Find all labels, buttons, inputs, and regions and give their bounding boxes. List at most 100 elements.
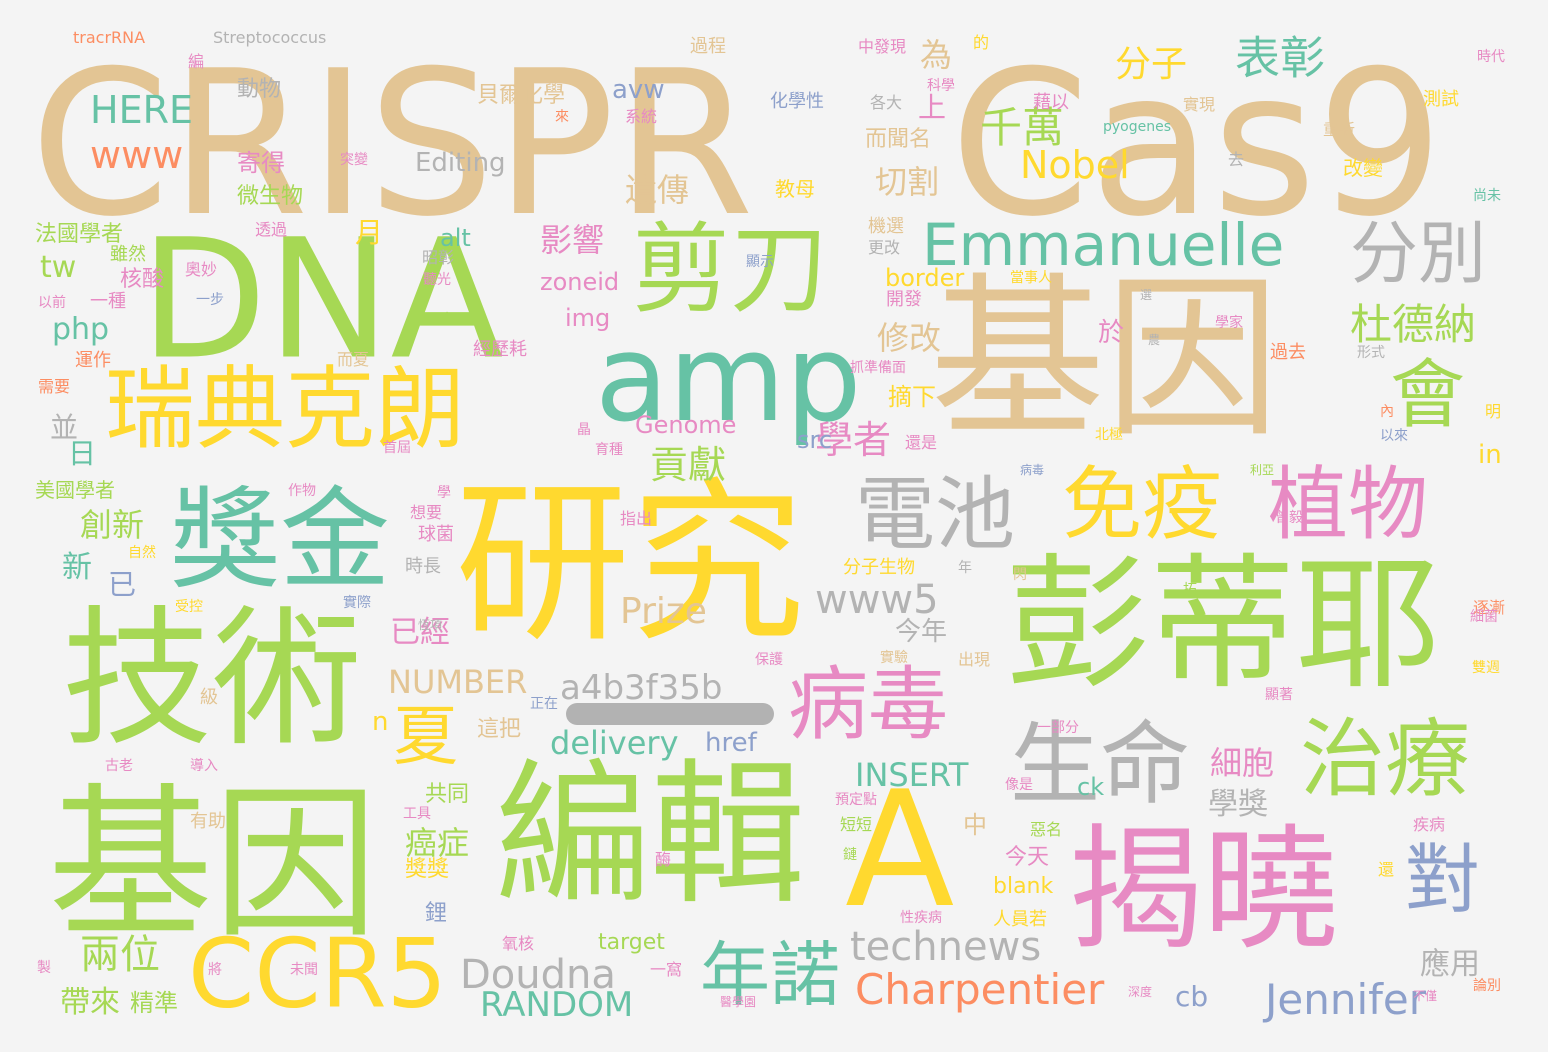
word-jennifer: Jennifer xyxy=(1265,975,1427,1024)
word-jingzhun: 精準 xyxy=(130,989,178,1017)
word-shiji: 實際 xyxy=(343,595,371,611)
word-beiguan: 貝爾化學 xyxy=(477,83,566,108)
word-duanduan: 短短 xyxy=(840,815,873,834)
word-yichuan: 遺傳 xyxy=(625,171,690,209)
word-www: www xyxy=(90,133,184,177)
word-xiangshi: 像是 xyxy=(1005,777,1033,793)
word-yiqian: 以前 xyxy=(38,295,66,311)
word-gulao: 古老 xyxy=(105,758,133,774)
word-img: img xyxy=(565,304,611,332)
word-buzhi: 不僅 xyxy=(1413,989,1438,1003)
word-dangshi: 當事人 xyxy=(1010,270,1052,286)
word-genggai: 更改 xyxy=(868,238,901,257)
word-zhuzhun: 抓準備面 xyxy=(850,360,906,376)
word-in: in xyxy=(1478,440,1502,470)
word-zhuliu: 聽光 xyxy=(423,272,451,288)
word-tuo: 拓 xyxy=(1183,582,1197,598)
word-dailai: 帶來 xyxy=(60,985,120,1020)
word-ermingming: 而聞名 xyxy=(865,127,932,152)
word-ji: 級 xyxy=(200,687,218,708)
word-here: HERE xyxy=(90,88,193,132)
word-shengdu: 深度 xyxy=(1128,985,1153,999)
word-number: NUMBER xyxy=(388,663,528,701)
word-lunbie: 論別 xyxy=(1473,978,1501,994)
word-dudena: 杜德納 xyxy=(1350,300,1477,349)
word-geda: 各大 xyxy=(870,93,903,112)
word-xia: 夏 xyxy=(393,699,459,775)
word-editing: Editing xyxy=(415,148,506,178)
word-meiguo: 美國學者 xyxy=(35,478,115,502)
word-zhaixia: 摘下 xyxy=(888,383,936,411)
word-yue: 月 xyxy=(355,216,384,249)
word-faguo: 法國學者 xyxy=(35,222,124,247)
word-yixue: 醫學園 xyxy=(720,995,757,1009)
word-amp: amp xyxy=(595,310,862,449)
word-haishi: 還是 xyxy=(905,433,938,452)
word-shidai: 時代 xyxy=(1477,49,1505,65)
word-ck: ck xyxy=(1077,773,1105,801)
word-shengming: 生命 xyxy=(1010,712,1190,817)
word-www5: www5 xyxy=(815,577,939,623)
word-crispr: CRISPR xyxy=(30,28,755,261)
word-xingshi: 形式 xyxy=(1357,345,1385,361)
word-yijing: 已經 xyxy=(390,615,450,650)
word-huaxing: 化學性 xyxy=(770,91,824,112)
word-dailai2: 雙週 xyxy=(1472,660,1500,676)
word-bian: 編 xyxy=(188,52,205,71)
word-yibufen: 一部分 xyxy=(1037,720,1079,736)
word-gongtong: 共同 xyxy=(425,782,470,807)
word-xianshi: 顯示 xyxy=(746,254,774,270)
word-zhaoying: 昭彰 xyxy=(422,248,455,267)
word-chongxin: 重新 xyxy=(1323,120,1356,139)
word-ruidian: 瑞典克朗 xyxy=(105,357,465,462)
word-blank: blank xyxy=(993,874,1054,899)
word-aomiao: 奧妙 xyxy=(185,260,218,279)
word-zhiwu: 植物 xyxy=(1268,458,1428,551)
word-bianji: 編輯 xyxy=(495,744,805,926)
word-chuangxin: 創新 xyxy=(80,506,145,544)
word-src: src xyxy=(797,426,833,454)
word-technews: technews xyxy=(850,924,1042,970)
word-qianwan: 千萬 xyxy=(980,103,1065,152)
word-wei: 為 xyxy=(920,36,953,74)
word-insert: INSERT xyxy=(855,756,969,794)
word-charpentier: Charpentier xyxy=(855,965,1105,1014)
gray-dash-bar xyxy=(566,703,774,725)
word-jiangjin: 獎金 xyxy=(170,476,390,604)
word-xue: 學 xyxy=(437,485,451,501)
word-target: target xyxy=(598,930,665,955)
word-gongju: 工具 xyxy=(403,806,431,822)
word-dianchi: 電池 xyxy=(855,468,1015,561)
word-yu: 於 xyxy=(1098,318,1125,348)
word-emingm: 惡名 xyxy=(1030,820,1063,839)
word-fenzishengwu: 分子生物 xyxy=(843,557,915,578)
word-zhebai: 這把 xyxy=(477,717,522,742)
word-xiji: 顯著 xyxy=(1265,687,1293,703)
word-ri: 日 xyxy=(68,437,97,470)
word-xuejiang: 學獎 xyxy=(1208,787,1268,822)
word-weilai: 未聞 xyxy=(290,962,318,978)
word-jishu: 技術 xyxy=(62,593,363,767)
word-strep: Streptococcus xyxy=(213,28,327,47)
word-xijun: 細菌 xyxy=(1470,609,1498,625)
word-zhiye: 曾毅 xyxy=(1275,510,1303,526)
word-erxia: 而夏 xyxy=(337,350,370,369)
word-href: href xyxy=(705,728,757,758)
word-yanjiu: 研究 xyxy=(455,463,805,667)
word-yingxiang: 影響 xyxy=(540,221,605,259)
word-mei: 酶 xyxy=(655,850,672,869)
word-jiaomu: 教母 xyxy=(775,177,815,201)
word-genome: Genome xyxy=(635,411,737,439)
word-lian: 鏈 xyxy=(843,847,857,863)
word-doudna: Doudna xyxy=(460,952,616,998)
word-renlei: 利亞 xyxy=(1250,463,1275,477)
word-zhongfaxian: 中發現 xyxy=(858,37,907,56)
word-yingyong: 應用 xyxy=(1420,947,1480,982)
word-php: php xyxy=(52,312,110,347)
word-weishengwu: 微生物 xyxy=(237,184,304,209)
word-shizhang: 時長 xyxy=(405,556,441,577)
word-dui: 對 xyxy=(1405,835,1481,924)
word-xiangyao: 想要 xyxy=(410,503,443,522)
word-kaifa: 開發 xyxy=(886,289,922,310)
word-shoukong: 受控 xyxy=(175,599,203,615)
